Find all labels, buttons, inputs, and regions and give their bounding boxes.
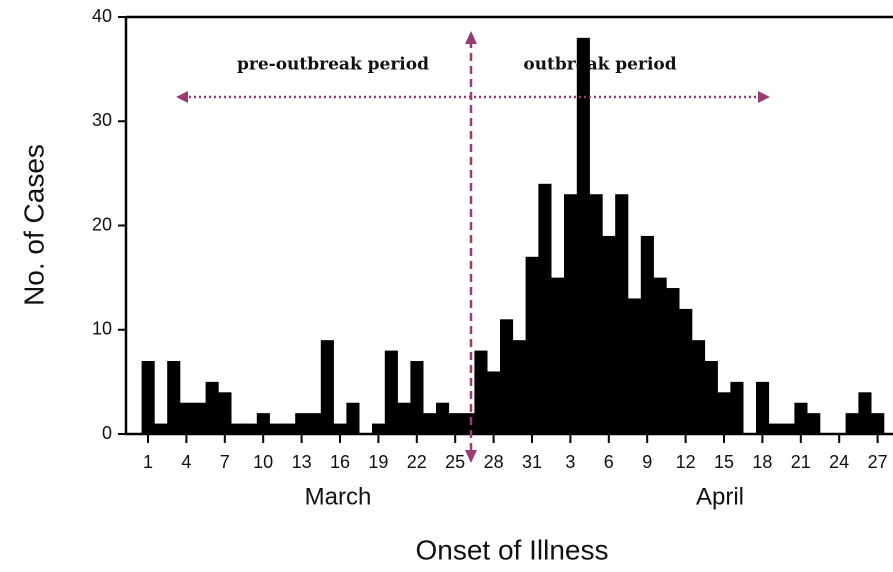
y-tick-label: 20 (92, 214, 112, 234)
bar (564, 194, 578, 434)
annotation: pre-outbreak period (237, 55, 429, 75)
x-axis-title: Onset of Illness (416, 534, 609, 565)
month-label: March (305, 483, 372, 510)
bar (333, 423, 347, 434)
x-tick-label: 22 (407, 452, 427, 472)
x-tick-label: 3 (565, 452, 575, 472)
bar (640, 235, 654, 434)
bar (180, 402, 194, 434)
bar (589, 194, 603, 434)
bar (576, 37, 590, 434)
bar (525, 256, 539, 434)
x-tick-label: 25 (445, 452, 465, 472)
bar (410, 361, 424, 434)
bar (692, 340, 706, 434)
bar (871, 413, 885, 434)
x-tick-label: 28 (484, 452, 504, 472)
x-tick-label: 24 (829, 452, 849, 472)
bar (730, 381, 744, 434)
bar (256, 413, 270, 434)
bar (602, 235, 616, 434)
bar (141, 361, 155, 434)
x-tick-label: 6 (604, 452, 614, 472)
x-tick-label: 7 (220, 452, 230, 472)
bar (282, 423, 296, 434)
x-tick-label: 31 (522, 452, 542, 472)
bar (487, 371, 501, 434)
bar (781, 423, 795, 434)
bar (807, 413, 821, 434)
bar (231, 423, 245, 434)
bar (717, 392, 731, 434)
bar (615, 194, 629, 434)
x-tick-label: 10 (253, 452, 273, 472)
bar (192, 402, 206, 434)
bar (845, 413, 859, 434)
y-tick-label: 10 (92, 319, 112, 339)
bar (154, 423, 168, 434)
bar (244, 423, 258, 434)
month-label: April (696, 483, 744, 510)
y-tick-label: 0 (102, 423, 112, 443)
bar (269, 423, 283, 434)
bar (372, 423, 386, 434)
x-tick-label: 19 (368, 452, 388, 472)
x-tick-label: 16 (330, 452, 350, 472)
bar (858, 392, 872, 434)
bar (320, 340, 334, 434)
bar (704, 361, 718, 434)
bar (448, 413, 462, 434)
x-tick-label: 27 (868, 452, 888, 472)
bar (794, 402, 808, 434)
y-tick-label: 40 (92, 6, 112, 26)
bar (538, 183, 552, 434)
bar (474, 350, 488, 434)
bar (461, 413, 475, 434)
bar (436, 402, 450, 434)
annotation: outbreak period (523, 55, 676, 75)
x-tick-label: 15 (714, 452, 734, 472)
bar (653, 277, 667, 434)
bar (768, 423, 782, 434)
x-tick-label: 18 (752, 452, 772, 472)
bar (423, 413, 437, 434)
bar (756, 381, 770, 434)
bar (666, 288, 680, 434)
x-tick-label: 13 (292, 452, 312, 472)
bar (384, 350, 398, 434)
bar (218, 392, 232, 434)
bar (679, 308, 693, 434)
bar (205, 381, 219, 434)
x-tick-label: 21 (791, 452, 811, 472)
bar (397, 402, 411, 434)
bar (512, 340, 526, 434)
x-tick-label: 1 (143, 452, 153, 472)
bar (295, 413, 309, 434)
bar (628, 298, 642, 434)
bar (167, 361, 181, 434)
x-tick-label: 4 (181, 452, 191, 472)
x-tick-label: 12 (676, 452, 696, 472)
bar (346, 402, 360, 434)
bar (551, 277, 565, 434)
axis-frame (124, 15, 893, 436)
bar (500, 319, 514, 434)
bar (308, 413, 322, 434)
x-tick-label: 9 (642, 452, 652, 472)
y-axis-title: No. of Cases (18, 144, 49, 306)
y-tick-label: 30 (92, 110, 112, 130)
